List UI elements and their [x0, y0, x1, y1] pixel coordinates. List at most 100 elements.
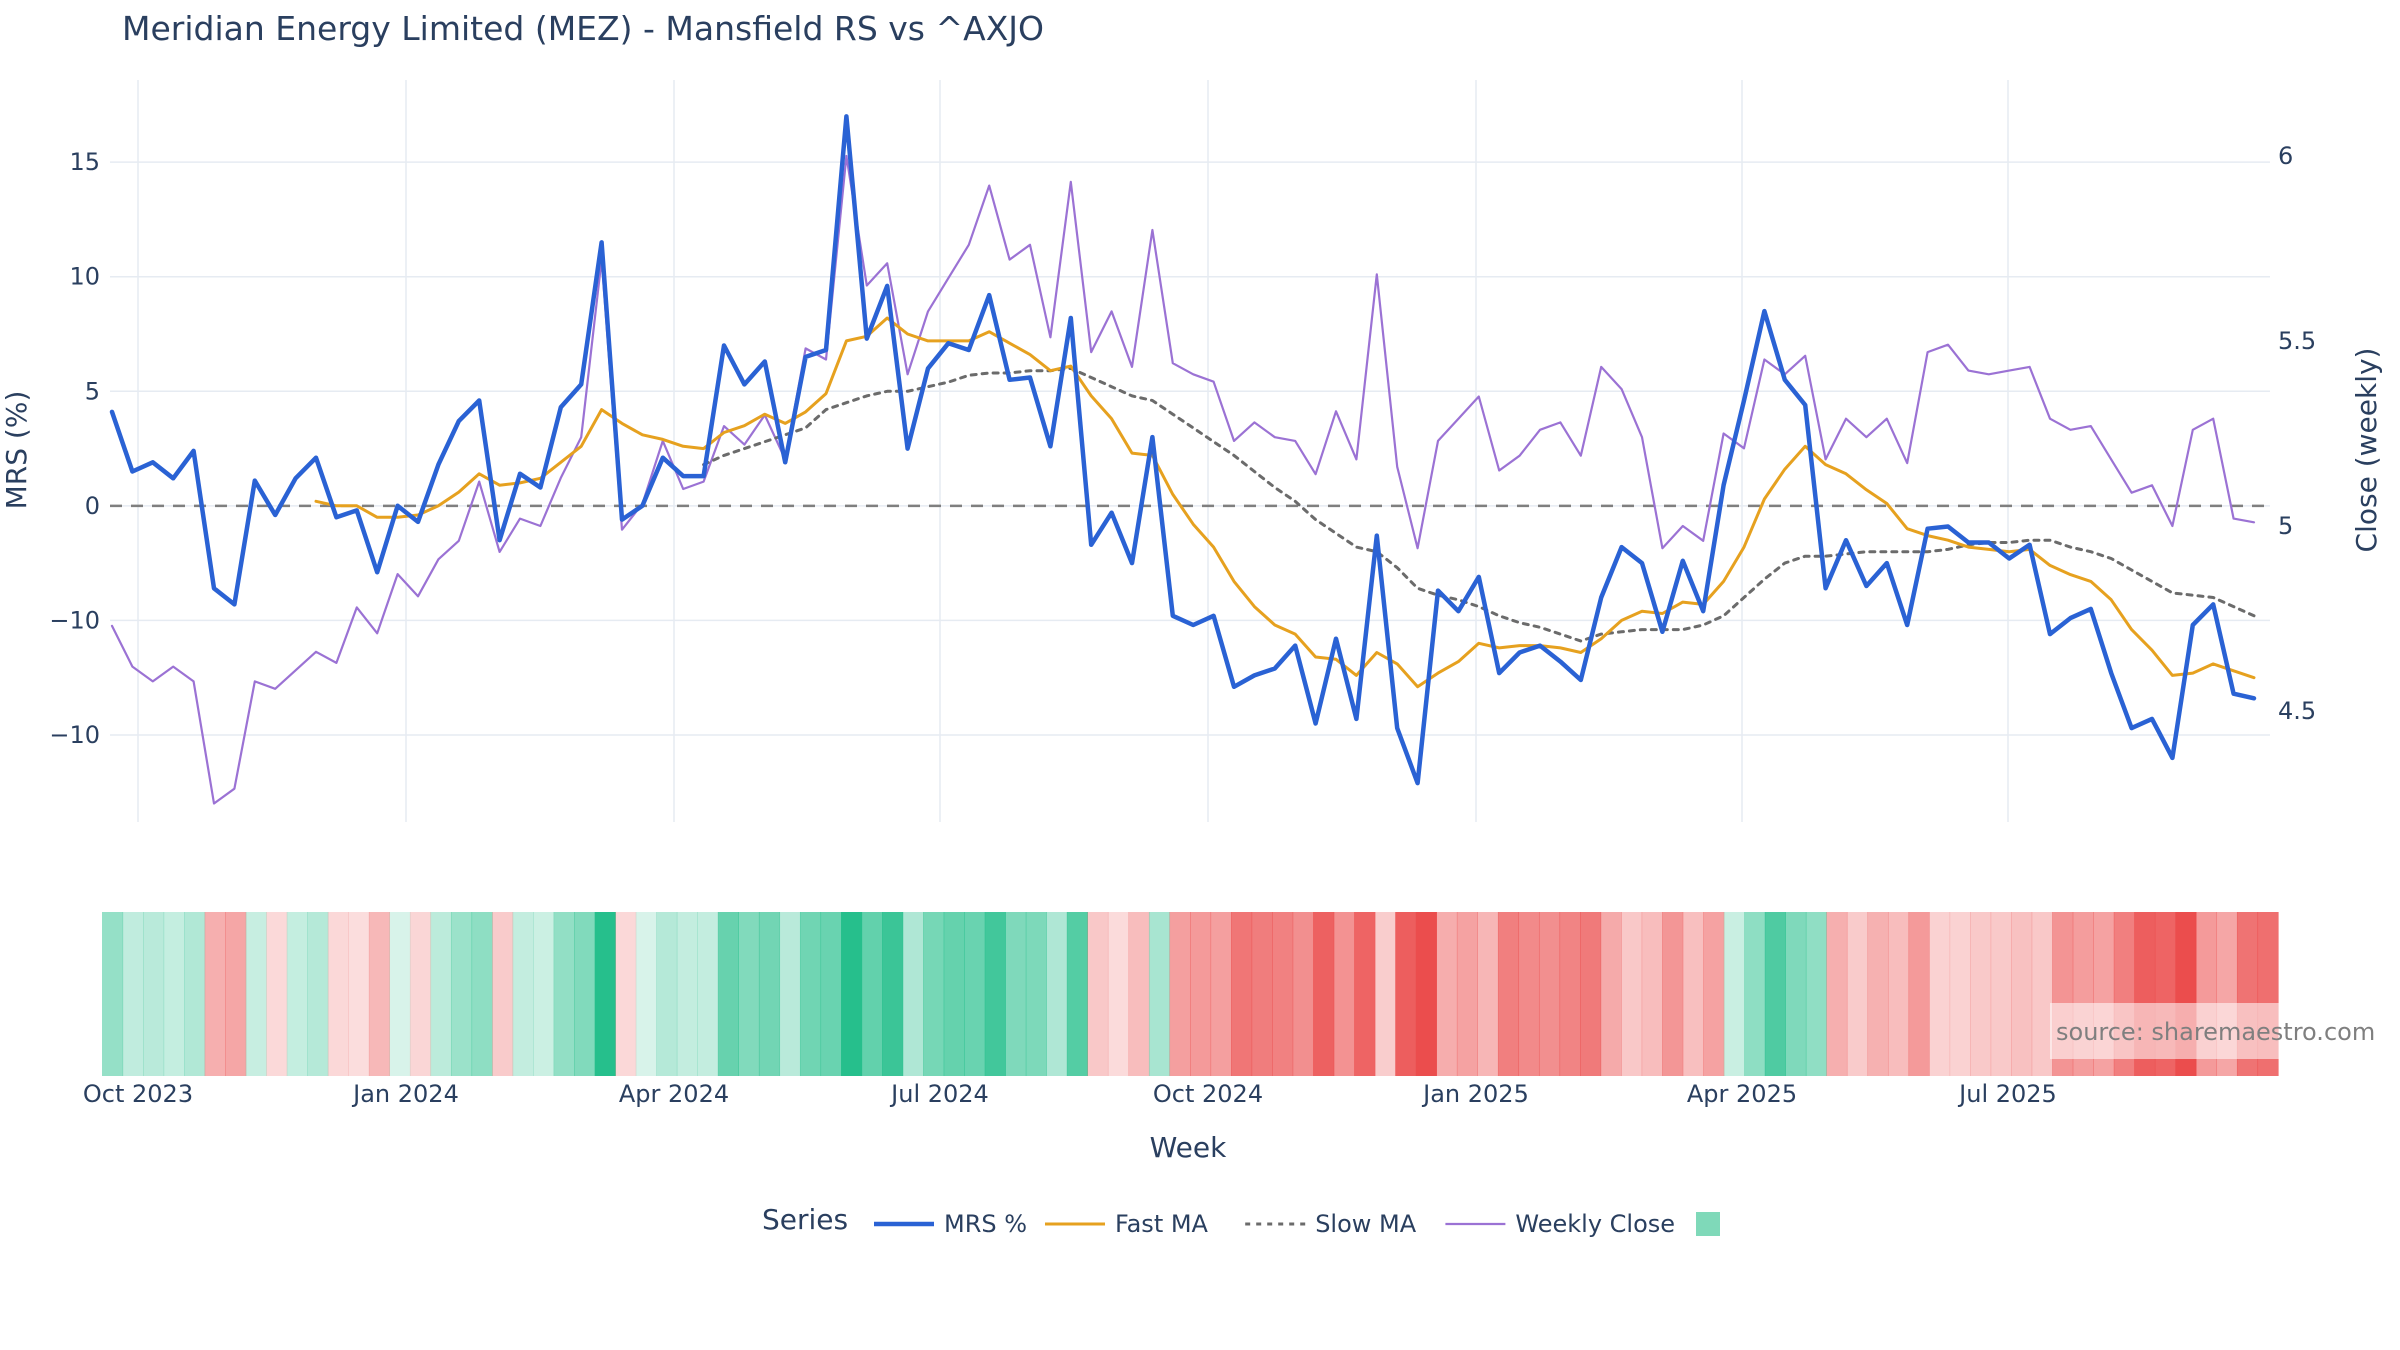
heatmap-cell — [758, 912, 781, 1076]
x-axis-title: Week — [1150, 1131, 1227, 1164]
heatmap-cell — [430, 912, 452, 1076]
heatmap-cell — [1805, 912, 1827, 1076]
heatmap-cell — [779, 912, 801, 1076]
heatmap-cell — [861, 912, 883, 1076]
heatmap-cell — [1066, 912, 1088, 1076]
heatmap-cell — [882, 912, 904, 1076]
heatmap-cell — [1436, 912, 1458, 1076]
heatmap-cell — [1703, 912, 1725, 1076]
x-tick-label: Oct 2024 — [1153, 1080, 1263, 1108]
heatmap-cell — [594, 912, 616, 1076]
heatmap-cell — [1354, 912, 1376, 1076]
heatmap-cell — [964, 912, 986, 1076]
y-axis-left-title: MRS (%) — [0, 391, 33, 510]
series-line-weekly-close — [110, 154, 2256, 805]
x-tick-label: Jul 2025 — [1957, 1080, 2057, 1108]
heatmap-cell — [225, 912, 247, 1076]
x-tick-label: Apr 2025 — [1687, 1080, 1797, 1108]
heatmap-cell — [1826, 912, 1848, 1076]
heatmap-cell — [512, 912, 534, 1076]
heatmap-cell — [1025, 912, 1047, 1076]
heatmap-cell — [1477, 912, 1499, 1076]
heatmap-cell — [943, 912, 965, 1076]
heatmap-cell — [143, 912, 165, 1076]
heatmap-cell — [1518, 912, 1540, 1076]
series-lines — [109, 114, 2257, 805]
heatmap-cell — [1887, 912, 1910, 1076]
heatmap-cell — [820, 912, 842, 1076]
heatmap-cell — [1929, 912, 1951, 1076]
x-tick-label: Jul 2024 — [889, 1080, 989, 1108]
heatmap-cell — [1272, 912, 1294, 1076]
heatmap-cell — [1210, 912, 1232, 1076]
x-tick-label: Apr 2024 — [619, 1080, 729, 1108]
heatmap-cell — [1292, 912, 1314, 1076]
heatmap-cell — [902, 912, 924, 1076]
y-axis-right-title: Close (weekly) — [2350, 348, 2383, 553]
heatmap-cell — [348, 912, 370, 1076]
source-annotation: source: sharemaestro.com — [2050, 1003, 2390, 1059]
heatmap-cell — [163, 912, 185, 1076]
heatmap-cell — [1128, 912, 1150, 1076]
heatmap-cell — [574, 912, 596, 1076]
heatmap-cell — [266, 912, 288, 1076]
heatmap-cell — [1005, 912, 1027, 1076]
heatmap-cell — [1415, 912, 1437, 1076]
y-left-tick-label: −10 — [49, 606, 100, 634]
heatmap-cell — [245, 912, 267, 1076]
heatmap-cell — [1107, 912, 1130, 1076]
heatmap-cell — [697, 912, 719, 1076]
heatmap-cell — [676, 912, 698, 1076]
heatmap-cell — [615, 912, 637, 1076]
heatmap-cell — [1908, 912, 1930, 1076]
heatmap-cell — [1087, 912, 1109, 1076]
heatmap-cell — [450, 912, 473, 1076]
heatmap-cell — [553, 912, 575, 1076]
heatmap-cell — [923, 912, 945, 1076]
heatmap-cell — [1251, 912, 1273, 1076]
heatmap-cell — [2011, 912, 2033, 1076]
series-line-fast-ma — [314, 316, 2256, 689]
heatmap-cell — [1662, 912, 1684, 1076]
heatmap-cell — [327, 912, 349, 1076]
heatmap-cell — [1169, 912, 1191, 1076]
heatmap-cell — [841, 912, 863, 1076]
heatmap-cell — [1497, 912, 1520, 1076]
source-text: source: sharemaestro.com — [2056, 1018, 2375, 1046]
x-tick-label: Jan 2024 — [351, 1080, 459, 1108]
heatmap-cell — [492, 912, 514, 1076]
heatmap-cell — [1641, 912, 1663, 1076]
heatmap-cell — [1785, 912, 1807, 1076]
heatmap-cell — [1333, 912, 1355, 1076]
legend-label-0: MRS % — [944, 1210, 1027, 1238]
legend-title: Series — [762, 1203, 848, 1236]
heatmap-cell — [656, 912, 678, 1076]
heatmap-cell — [122, 912, 144, 1076]
y-left-tick-label: 5 — [85, 377, 100, 405]
heatmap-cell — [368, 912, 390, 1076]
heatmap-cell — [1867, 912, 1889, 1076]
heatmap-cell — [389, 912, 411, 1076]
heatmap-cell — [799, 912, 822, 1076]
legend: Series MRS % Fast MA Slow MA Weekly Close — [762, 1203, 1720, 1238]
legend-label-2: Slow MA — [1315, 1210, 1417, 1238]
heatmap-cell — [307, 912, 329, 1076]
legend-label-3: Weekly Close — [1515, 1210, 1675, 1238]
heatmap-cell — [1970, 912, 1992, 1076]
heatmap-cell — [1046, 912, 1068, 1076]
heatmap-cell — [635, 912, 657, 1076]
heatmap-cell — [1600, 912, 1622, 1076]
heatmap-cell — [1846, 912, 1869, 1076]
legend-label-1: Fast MA — [1115, 1210, 1209, 1238]
heatmap-cell — [1231, 912, 1253, 1076]
heatmap-cell — [1538, 912, 1561, 1076]
y-right-tick-label: 6 — [2278, 142, 2293, 170]
heatmap-cell — [1764, 912, 1786, 1076]
heatmap-cell — [1621, 912, 1643, 1076]
heatmap-cell — [409, 912, 432, 1076]
series-line-slow-ma — [702, 366, 2256, 643]
heatmap-cell — [984, 912, 1006, 1076]
heatmap-cell — [1990, 912, 2012, 1076]
y-right-tick-label: 5 — [2278, 512, 2293, 540]
